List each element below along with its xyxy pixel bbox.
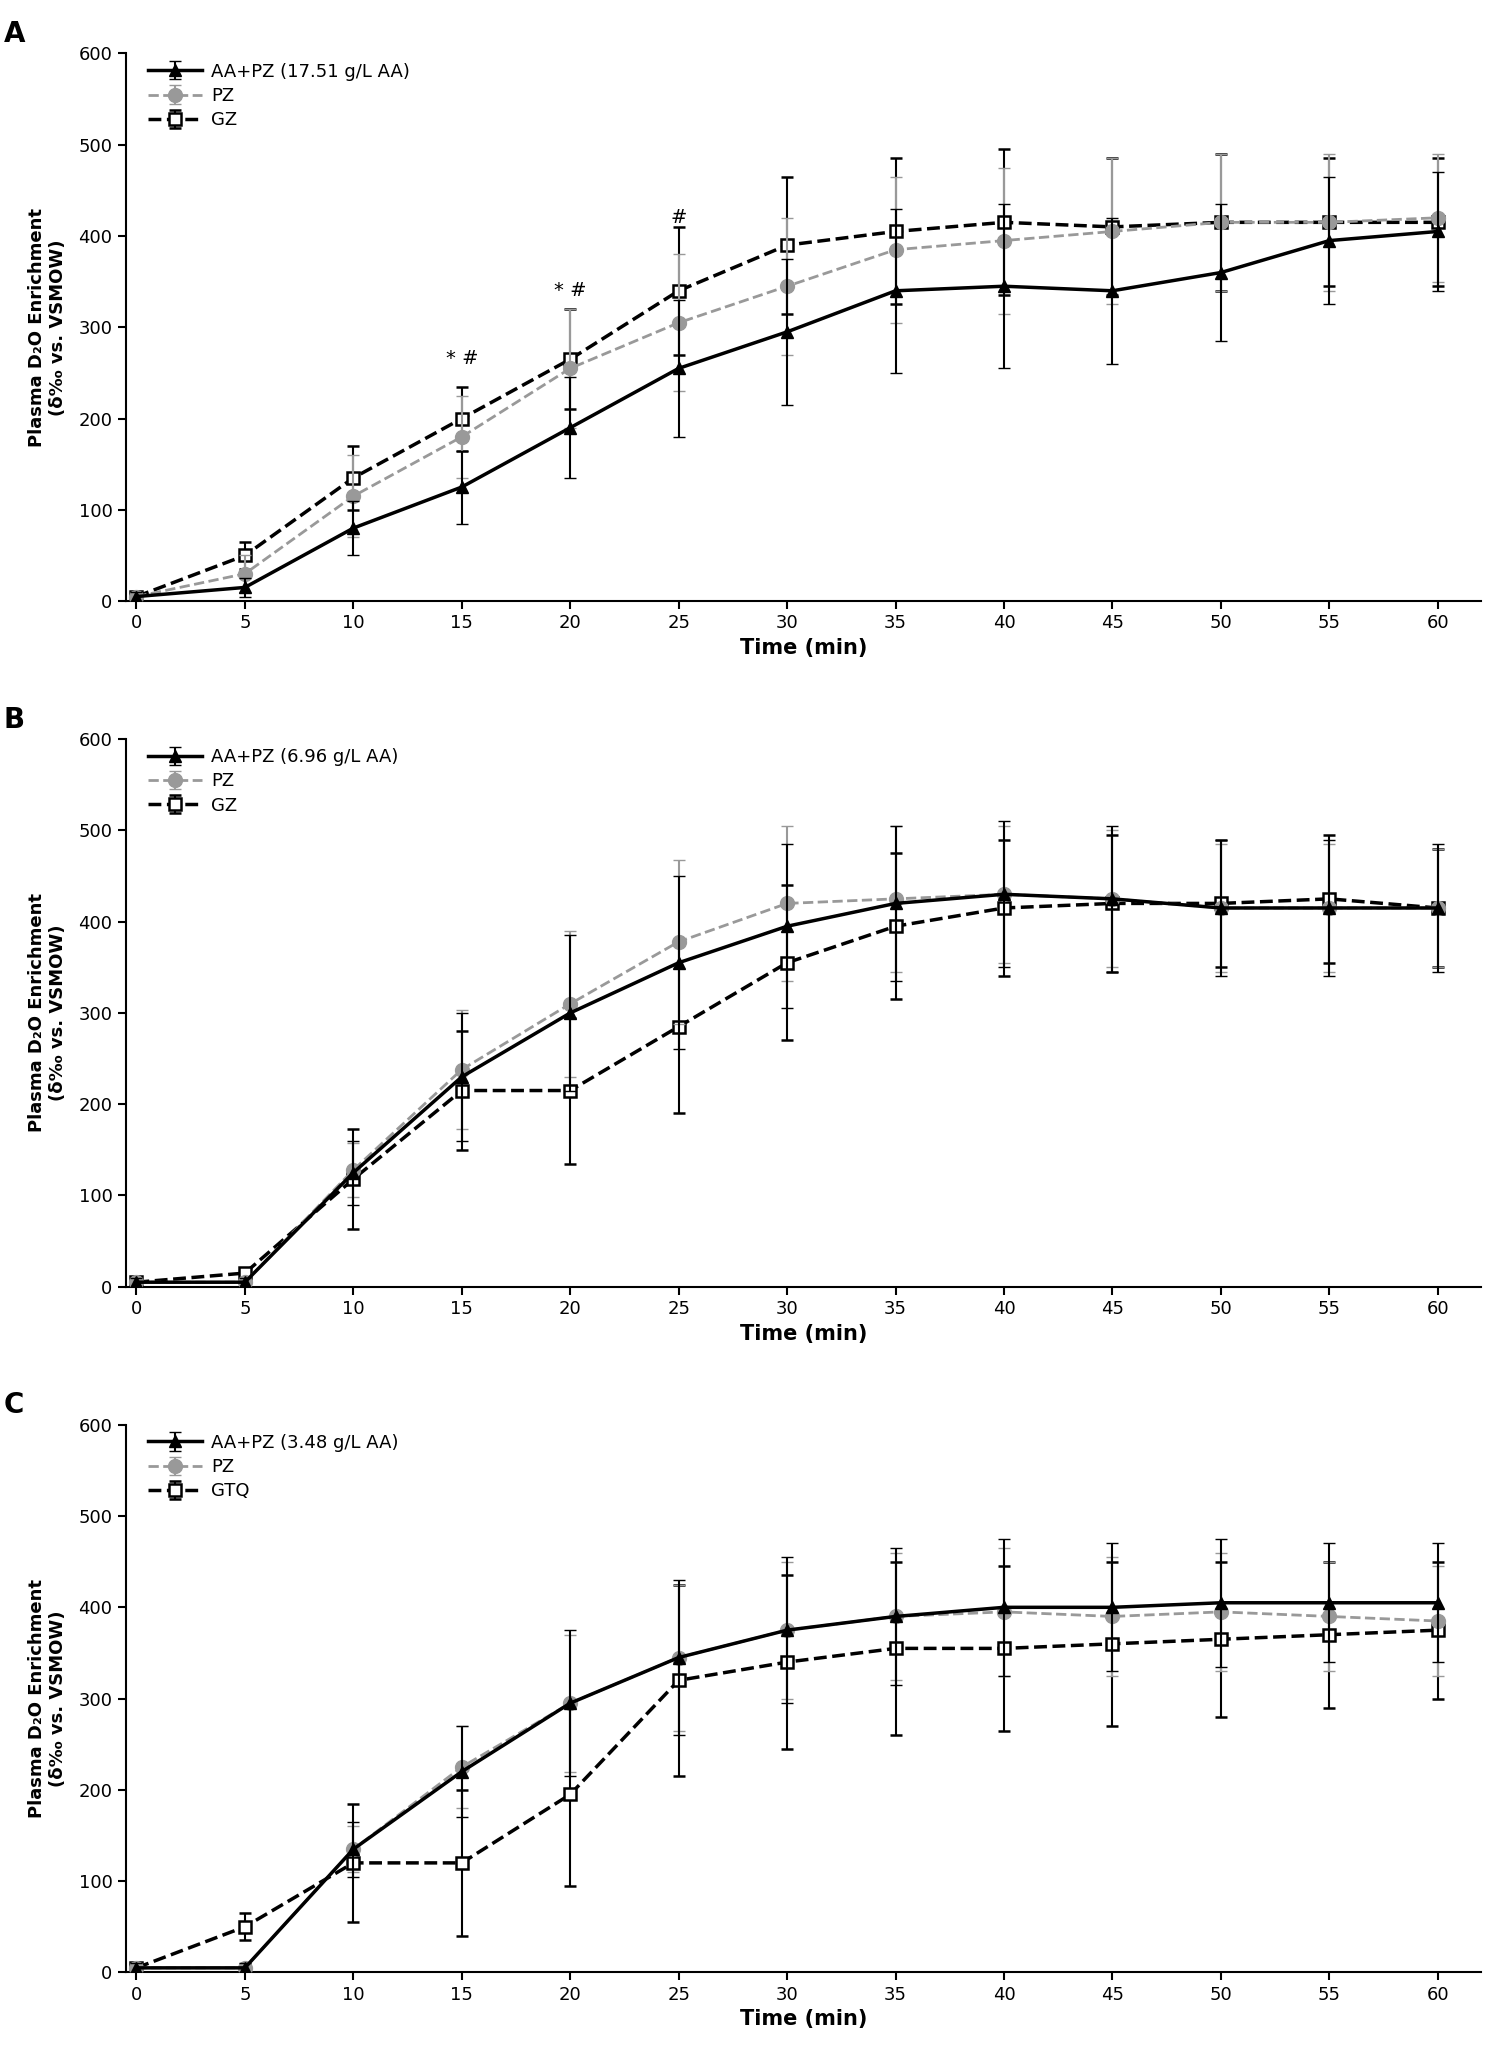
Text: B: B [3, 705, 24, 734]
Text: * #: * # [446, 348, 478, 369]
Y-axis label: Plasma D₂O Enrichment
(δ‰ vs. VSMOW): Plasma D₂O Enrichment (δ‰ vs. VSMOW) [29, 1578, 68, 1818]
Y-axis label: Plasma D₂O Enrichment
(δ‰ vs. VSMOW): Plasma D₂O Enrichment (δ‰ vs. VSMOW) [29, 894, 68, 1132]
Legend: AA+PZ (17.51 g/L AA), PZ, GZ: AA+PZ (17.51 g/L AA), PZ, GZ [149, 62, 410, 129]
Text: * #: * # [554, 281, 586, 299]
Y-axis label: Plasma D₂O Enrichment
(δ‰ vs. VSMOW): Plasma D₂O Enrichment (δ‰ vs. VSMOW) [29, 207, 68, 447]
X-axis label: Time (min): Time (min) [739, 638, 867, 658]
X-axis label: Time (min): Time (min) [739, 1324, 867, 1343]
Text: A: A [3, 20, 26, 47]
Legend: AA+PZ (6.96 g/L AA), PZ, GZ: AA+PZ (6.96 g/L AA), PZ, GZ [149, 748, 398, 814]
Text: #: # [670, 207, 686, 228]
X-axis label: Time (min): Time (min) [739, 2009, 867, 2030]
Legend: AA+PZ (3.48 g/L AA), PZ, GTQ: AA+PZ (3.48 g/L AA), PZ, GTQ [149, 1433, 400, 1501]
Text: C: C [3, 1392, 24, 1419]
